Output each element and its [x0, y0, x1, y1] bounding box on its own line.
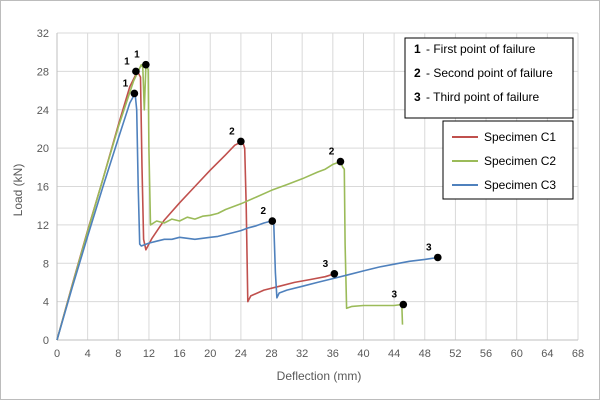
tick-labels: 0 4 8 12 16 20 24 28 32 36 40 44 48 52 56 60 64 680481216…: [37, 28, 584, 360]
failure-point-marker: [142, 60, 150, 69]
series-line-2: [56, 63, 404, 341]
x-tick-label: 64: [541, 348, 553, 360]
failure-point-label: 3: [323, 259, 329, 270]
failure-note-number: 2: [414, 66, 421, 80]
failure-point-label: 3: [426, 242, 432, 253]
failure-point-label: 2: [329, 147, 335, 158]
y-tick-label: 32: [37, 28, 49, 40]
legend: Specimen C1 Specimen C2 Specimen C3: [442, 120, 574, 200]
failure-notes-border: [404, 37, 574, 119]
y-tick-label: 24: [37, 105, 49, 117]
legend-entry-label: Specimen C3: [484, 178, 556, 192]
x-tick-label: 4: [85, 348, 91, 360]
series-lines: [56, 63, 438, 341]
x-tick-label: 60: [511, 348, 523, 360]
x-tick-label: 52: [449, 348, 461, 360]
y-axis-title: Load (kN): [11, 164, 25, 217]
x-tick-label: 44: [388, 348, 400, 360]
failure-point-marker: [336, 157, 345, 166]
failure-note-text: - First point of failure: [426, 42, 536, 56]
failure-point-marker: [237, 137, 245, 146]
y-tick-label: 8: [43, 258, 49, 270]
x-tick-label: 68: [572, 348, 584, 360]
y-tick-label: 28: [37, 66, 49, 78]
failure-point-label: 3: [392, 290, 398, 301]
x-axis-title: Deflection (mm): [277, 369, 362, 383]
legend-entry-label: Specimen C1: [484, 130, 556, 144]
y-tick-label: 12: [37, 220, 49, 232]
failure-point-marker: [130, 89, 139, 98]
failure-point-marker: [132, 67, 140, 76]
y-tick-label: 16: [37, 182, 49, 194]
x-tick-label: 28: [265, 348, 277, 360]
failure-note-number: 1: [414, 42, 421, 56]
failure-point-label: 1: [123, 78, 129, 89]
failure-notes-box: 1 - First point of failure 2 - Second point…: [404, 37, 574, 119]
x-tick-label: 56: [480, 348, 492, 360]
x-tick-label: 48: [419, 348, 431, 360]
x-tick-label: 24: [235, 348, 247, 360]
failure-point-label: 1: [124, 56, 130, 67]
failure-note-text: - Third point of failure: [426, 90, 539, 104]
failure-point-label: 2: [261, 206, 267, 217]
failure-point-marker: [433, 253, 442, 262]
x-tick-label: 40: [357, 348, 369, 360]
series-line-1: [56, 70, 335, 341]
legend-entry-label: Specimen C2: [484, 154, 556, 168]
failure-point-marker: [399, 300, 408, 309]
y-tick-label: 4: [43, 297, 49, 309]
series-line-3: [56, 92, 438, 341]
x-tick-label: 20: [204, 348, 216, 360]
failure-point-label: 1: [134, 50, 140, 61]
x-tick-label: 8: [115, 348, 121, 360]
failure-note-text: - Second point of failure: [426, 66, 553, 80]
gridlines: [56, 32, 579, 341]
x-tick-label: 0: [54, 348, 60, 360]
y-tick-label: 0: [43, 335, 49, 347]
failure-note-number: 3: [414, 90, 421, 104]
x-tick-label: 32: [296, 348, 308, 360]
failure-markers: 1 2 3 1 2 3 1 2 3: [123, 50, 442, 309]
failure-point-marker: [268, 217, 277, 225]
failure-point-marker: [330, 270, 339, 278]
x-tick-label: 12: [143, 348, 155, 360]
x-tick-label: 16: [173, 348, 185, 360]
y-tick-label: 20: [37, 143, 49, 155]
x-tick-label: 36: [327, 348, 339, 360]
failure-point-label: 2: [229, 126, 235, 137]
